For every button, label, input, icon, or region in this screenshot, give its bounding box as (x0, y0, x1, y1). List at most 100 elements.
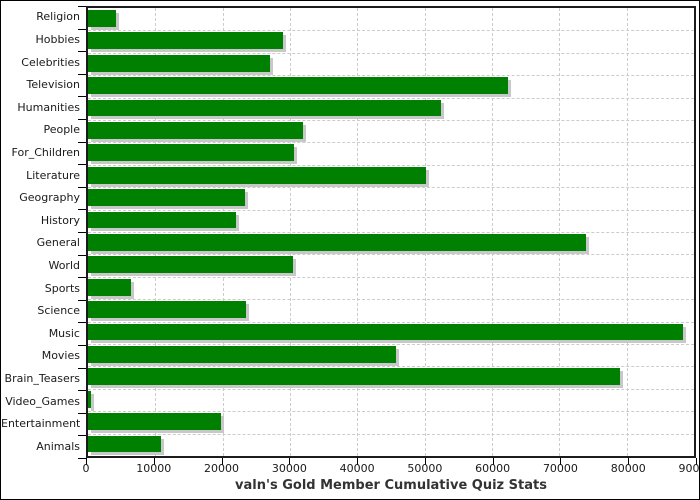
y-axis-label: World (48, 258, 80, 272)
x-axis-tick (492, 458, 494, 465)
y-axis-tick (78, 6, 86, 7)
y-axis-label: Celebrities (21, 55, 80, 69)
bar-people (88, 122, 303, 139)
bar-literature (88, 166, 426, 184)
y-axis-label: Movies (41, 349, 80, 363)
y-axis-tick (78, 345, 86, 346)
bar-television (88, 77, 509, 95)
bar-world (88, 256, 293, 274)
y-axis-label: History (40, 213, 80, 227)
horizontal-gridline (88, 232, 694, 233)
y-axis-tick (78, 232, 86, 233)
y-axis-label: Literature (26, 168, 80, 182)
x-axis-tick (560, 458, 562, 465)
x-axis-tick (221, 458, 223, 465)
x-axis-tick-label: 80000 (610, 462, 646, 475)
y-axis-tick (78, 51, 86, 53)
x-axis-tick (696, 458, 697, 465)
horizontal-gridline (88, 30, 694, 32)
y-axis-label: Animals (36, 439, 80, 453)
x-axis-tick-label: 90000 (678, 462, 700, 475)
y-axis-label: People (43, 123, 80, 137)
horizontal-gridline (88, 120, 694, 121)
y-axis-tick (78, 277, 86, 279)
bar-religion (88, 10, 116, 27)
x-axis-tick (289, 458, 291, 465)
y-axis-tick (78, 412, 86, 414)
horizontal-gridline (88, 52, 694, 54)
horizontal-gridline (88, 254, 694, 256)
y-axis-tick (78, 164, 86, 166)
y-axis-tick (78, 435, 86, 437)
y-axis-label: For_Children (11, 145, 80, 159)
x-axis-tick-label: 40000 (339, 462, 375, 475)
x-axis-tick-label: 0 (82, 462, 90, 475)
bar-science (88, 301, 246, 319)
horizontal-gridline (88, 433, 694, 435)
bar-celebrities (88, 54, 270, 72)
horizontal-gridline (88, 344, 694, 345)
chart-title: valn's Gold Member Cumulative Quiz Stats (235, 478, 547, 493)
y-axis-label: Brain_Teasers (4, 371, 80, 385)
horizontal-gridline (88, 276, 694, 278)
y-axis-tick (78, 119, 86, 120)
y-axis-label: Sports (44, 281, 80, 295)
bar-humanities (88, 99, 441, 117)
y-axis-tick (78, 254, 86, 256)
y-axis-label: Geography (19, 191, 80, 205)
x-axis-tick (424, 458, 426, 465)
x-axis-tick (628, 458, 630, 465)
horizontal-gridline (88, 75, 694, 77)
bar-movies (88, 346, 396, 363)
bar-general (88, 234, 587, 251)
x-axis-tick-label: 30000 (271, 462, 307, 475)
x-axis-tick-label: 50000 (407, 462, 443, 475)
y-axis-tick (78, 390, 86, 392)
y-axis-tick (78, 458, 86, 459)
y-axis-tick (78, 367, 86, 369)
y-axis-label: Music (48, 326, 80, 340)
y-axis-label: Humanities (17, 100, 80, 114)
y-axis-tick (78, 73, 86, 75)
bar-history (88, 211, 237, 229)
x-axis-tick (153, 458, 155, 465)
horizontal-gridline (88, 366, 694, 368)
x-axis-tick-label: 10000 (136, 462, 172, 475)
bar-sports (88, 278, 132, 296)
bar-video_games (88, 390, 92, 408)
bar-brain_teasers (88, 368, 620, 386)
y-axis-label: Television (26, 78, 81, 92)
y-axis-tick (78, 209, 86, 211)
horizontal-gridline (88, 164, 694, 166)
bar-for_children (88, 144, 295, 162)
y-axis-tick (78, 322, 86, 324)
y-axis-label: Religion (36, 10, 80, 24)
horizontal-gridline (88, 97, 694, 99)
horizontal-gridline (88, 411, 694, 413)
y-axis-tick (78, 28, 86, 30)
horizontal-gridline (88, 187, 694, 189)
x-axis-tick (357, 458, 359, 465)
horizontal-gridline (88, 321, 694, 323)
bar-hobbies (88, 32, 284, 50)
plot-area (86, 6, 696, 458)
horizontal-gridline (88, 299, 694, 301)
horizontal-gridline (88, 388, 694, 390)
bar-animals (88, 435, 161, 453)
y-axis-tick (78, 299, 86, 301)
y-axis-label: Entertainment (1, 417, 81, 431)
y-axis-label: General (36, 236, 80, 250)
y-axis-label: Science (37, 304, 80, 318)
horizontal-gridline (88, 142, 694, 144)
x-axis-tick-label: 70000 (542, 462, 578, 475)
bar-entertainment (88, 413, 222, 431)
y-axis-tick (78, 141, 86, 143)
y-axis-tick (78, 186, 86, 188)
y-axis-label: Hobbies (35, 32, 80, 46)
y-axis-tick (78, 96, 86, 98)
x-axis-tick (86, 458, 87, 465)
y-axis-label: Video_Games (5, 394, 80, 408)
x-axis-tick-label: 20000 (204, 462, 240, 475)
bar-geography (88, 189, 245, 207)
